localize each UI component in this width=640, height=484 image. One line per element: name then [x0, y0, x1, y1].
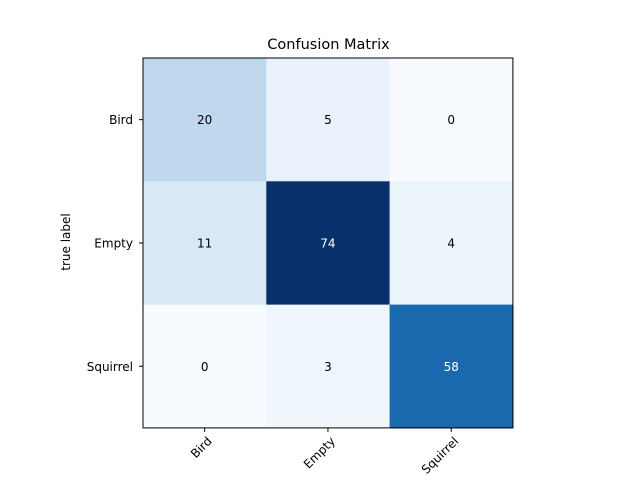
cell-value-label: 11: [197, 236, 212, 250]
plot-frame: [142, 57, 514, 429]
cell-value-label: 0: [447, 113, 455, 127]
heatmap-cells: [143, 58, 514, 429]
cell-value-label: 4: [447, 236, 455, 250]
heatmap-cell: [143, 304, 267, 429]
heatmap-cell: [266, 304, 391, 429]
x-tick-label: Bird: [188, 434, 215, 461]
x-tick-label: Squirrel: [419, 434, 462, 477]
cell-value-label: 0: [201, 360, 209, 374]
y-tick-label: Bird: [109, 113, 133, 127]
heatmap-cell: [143, 58, 267, 182]
heatmap-cell: [266, 181, 391, 306]
x-axis-ticks: Bird Empty Squirrel: [188, 427, 462, 477]
heatmap-cell-labels: 20 5 0 11 74 4 0 3 58: [197, 113, 459, 374]
chart-title: Confusion Matrix: [267, 37, 390, 53]
y-tick-label: Squirrel: [87, 360, 133, 374]
heatmap-cell: [143, 181, 267, 306]
y-tick-label: Empty: [94, 236, 133, 250]
y-axis-ticks: Bird Empty Squirrel: [87, 113, 143, 374]
cell-value-label: 20: [197, 113, 212, 127]
heatmap-cell: [389, 304, 514, 429]
heatmap-cell: [266, 58, 391, 182]
cell-value-label: 74: [320, 236, 335, 250]
x-tick-label: Empty: [301, 434, 338, 471]
cell-value-label: 58: [444, 360, 459, 374]
heatmap-cell: [389, 181, 514, 306]
y-axis-label: true label: [59, 213, 73, 270]
cell-value-label: 3: [324, 360, 332, 374]
cell-value-label: 5: [324, 113, 332, 127]
heatmap-cell: [389, 58, 514, 182]
